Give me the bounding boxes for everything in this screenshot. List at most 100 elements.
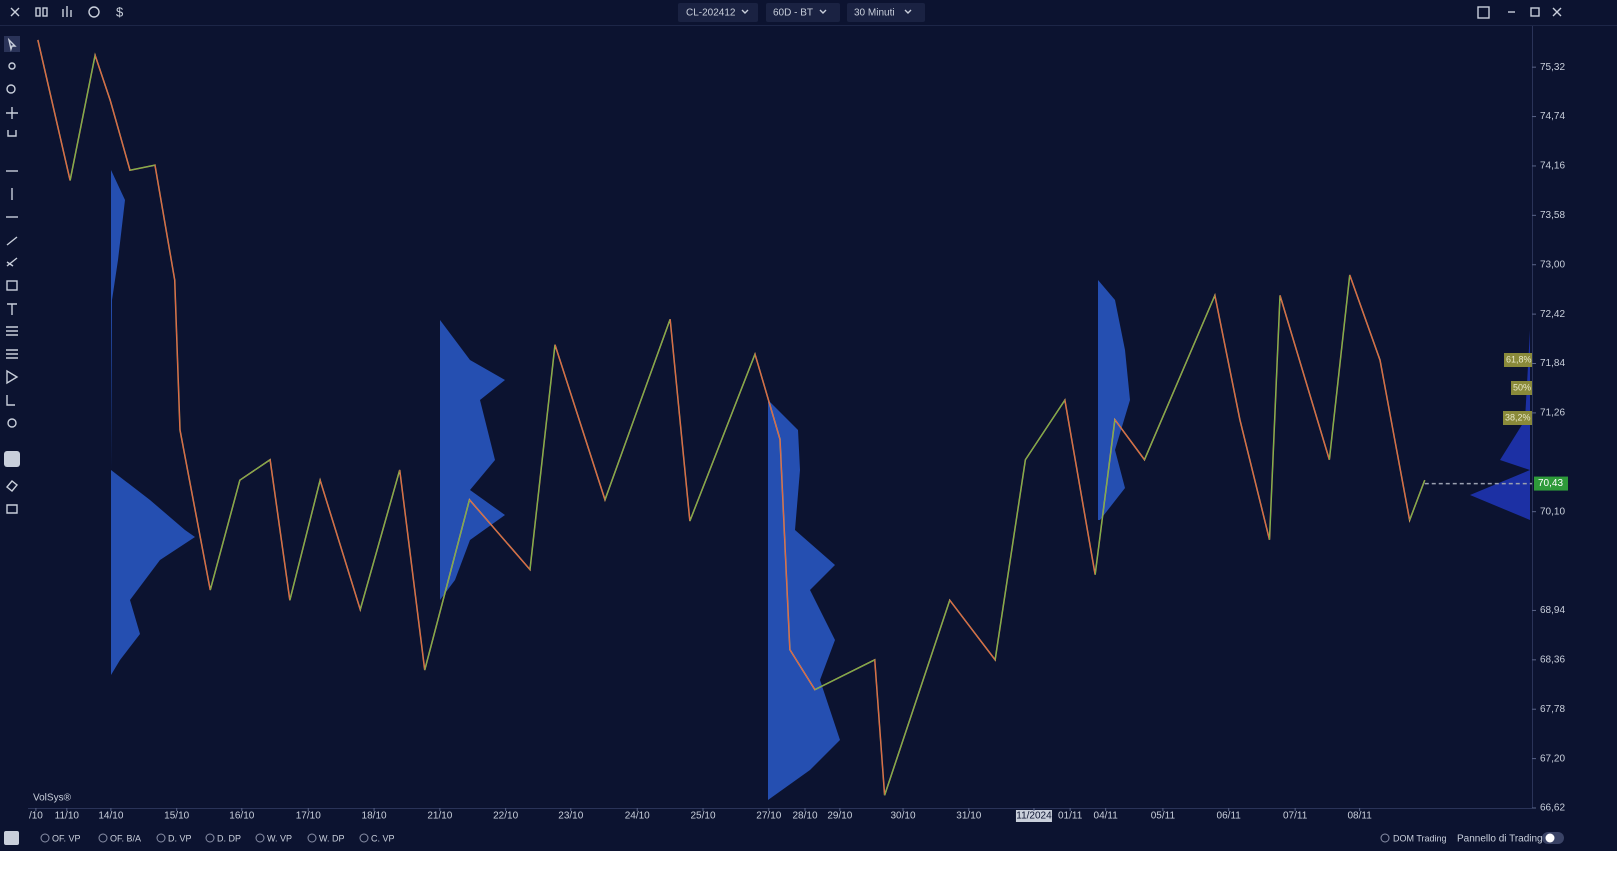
- swing-segment: [179, 429, 211, 591]
- settings-icon[interactable]: [88, 6, 100, 18]
- last-price-label: 70,43: [1538, 478, 1563, 489]
- drawing-tools: [4, 36, 20, 514]
- tool-settings[interactable]: [7, 418, 17, 428]
- toggle-radio[interactable]: [205, 833, 215, 843]
- fib-label: 38,2%: [1505, 412, 1531, 422]
- toggle-label[interactable]: D. DP: [217, 833, 241, 843]
- timeframe-select[interactable]: [847, 3, 925, 22]
- x-tick-label: 11/2024: [1016, 811, 1052, 822]
- swing-segment: [209, 480, 241, 591]
- tool-active[interactable]: [4, 451, 20, 467]
- swing-segment: [554, 344, 606, 500]
- swing-segment: [789, 649, 816, 690]
- toggle-radio[interactable]: [156, 833, 166, 843]
- swing-segment: [949, 599, 996, 661]
- x-tick-label: 11/10: [55, 811, 80, 822]
- x-tick-label: 25/10: [691, 811, 716, 822]
- last-price-bg: [1534, 476, 1568, 491]
- swing-segment: [1114, 419, 1145, 460]
- toggle-label[interactable]: W. VP: [267, 833, 292, 843]
- top-icons: [10, 6, 100, 18]
- swing-segment: [1279, 295, 1330, 460]
- toggle-radio[interactable]: [98, 833, 108, 843]
- x-tick-label: /10: [29, 811, 43, 822]
- x-tick-label: 30/10: [891, 811, 916, 822]
- watermark: VolSys®: [33, 793, 72, 804]
- candles-icon[interactable]: [35, 7, 41, 17]
- tool-levels[interactable]: [6, 349, 18, 359]
- x-tick-label: 24/10: [625, 811, 650, 822]
- swing-segment: [604, 319, 671, 500]
- tool-eraser[interactable]: [6, 480, 18, 492]
- tool-rect[interactable]: [6, 280, 18, 291]
- y-tick-label: 70,10: [1540, 506, 1565, 517]
- close-icon[interactable]: [10, 7, 20, 17]
- toggle-label[interactable]: OF. B/A: [110, 833, 141, 843]
- swing-segment: [689, 353, 756, 522]
- swing-segment: [1239, 419, 1270, 540]
- y-tick-label: 73,00: [1540, 259, 1565, 270]
- tool-crosshair[interactable]: [6, 107, 18, 119]
- fib-label-bg: [1511, 381, 1532, 395]
- swing-segment: [154, 165, 176, 281]
- swing-segment: [1349, 274, 1381, 361]
- y-tick-label: 72,42: [1540, 309, 1565, 320]
- panel-label[interactable]: Pannello di Trading: [1457, 834, 1543, 845]
- toggle-label[interactable]: W. DP: [319, 833, 345, 843]
- tool-pointer[interactable]: [4, 36, 20, 52]
- y-tick-label: 73,58: [1540, 210, 1565, 221]
- layout-button[interactable]: [1477, 6, 1490, 19]
- tool-trend[interactable]: [6, 236, 18, 246]
- range-select[interactable]: [766, 3, 840, 22]
- pointer-icon[interactable]: [7, 37, 17, 52]
- swing-segment: [884, 600, 951, 796]
- volume-profiles: [111, 170, 1530, 800]
- toggle-radio[interactable]: [359, 833, 369, 843]
- swing-segment: [469, 499, 531, 570]
- toggle-label[interactable]: C. VP: [371, 833, 395, 843]
- y-tick-label: 71,84: [1540, 358, 1565, 369]
- tool-play[interactable]: [6, 369, 19, 385]
- x-tick-label: 21/10: [427, 811, 452, 822]
- toggle-radio[interactable]: [40, 833, 50, 843]
- toggle-radio[interactable]: [255, 833, 265, 843]
- swing-segment: [94, 55, 111, 101]
- y-tick-label: 68,36: [1540, 654, 1565, 665]
- x-tick-label: 06/11: [1217, 811, 1242, 822]
- tool-magnet[interactable]: [7, 130, 17, 137]
- swing-segment: [754, 354, 781, 440]
- dom-radio[interactable]: [1380, 833, 1390, 843]
- range: 60D - BT: [773, 8, 813, 19]
- swing-segment: [289, 480, 321, 601]
- tool-channel[interactable]: [6, 257, 18, 267]
- tool-hand[interactable]: [8, 62, 16, 70]
- currency-icon[interactable]: $: [116, 4, 124, 19]
- tool-text[interactable]: [7, 303, 17, 315]
- tool-fib[interactable]: [6, 326, 18, 336]
- swing-segment: [994, 459, 1026, 660]
- tool-zoom[interactable]: [6, 84, 16, 94]
- tool-profile[interactable]: [6, 395, 15, 406]
- x-tick-label: 17/10: [296, 811, 321, 822]
- toggle-label[interactable]: OF. VP: [52, 833, 81, 843]
- x-tick-label: 22/10: [493, 811, 518, 822]
- restore[interactable]: [1530, 7, 1540, 17]
- bars-icon[interactable]: [62, 6, 72, 17]
- x-tick-label: 15/10: [164, 811, 189, 822]
- x-tick-label: 01/11: [1058, 811, 1083, 822]
- toggle-radio[interactable]: [307, 833, 317, 843]
- swing-segment: [37, 39, 71, 181]
- swing-segment: [129, 164, 156, 171]
- x-tick-label: 18/10: [362, 811, 387, 822]
- swing-segment: [359, 469, 401, 610]
- toggle-label[interactable]: D. VP: [168, 833, 192, 843]
- symbol-select[interactable]: [678, 3, 758, 22]
- swing-segment: [319, 480, 361, 610]
- window-close[interactable]: [1552, 7, 1562, 17]
- dom-label[interactable]: DOM Trading: [1393, 833, 1447, 843]
- panel-toggle[interactable]: [4, 831, 19, 845]
- tool-layers[interactable]: [6, 504, 18, 514]
- swing-segment: [1064, 400, 1096, 575]
